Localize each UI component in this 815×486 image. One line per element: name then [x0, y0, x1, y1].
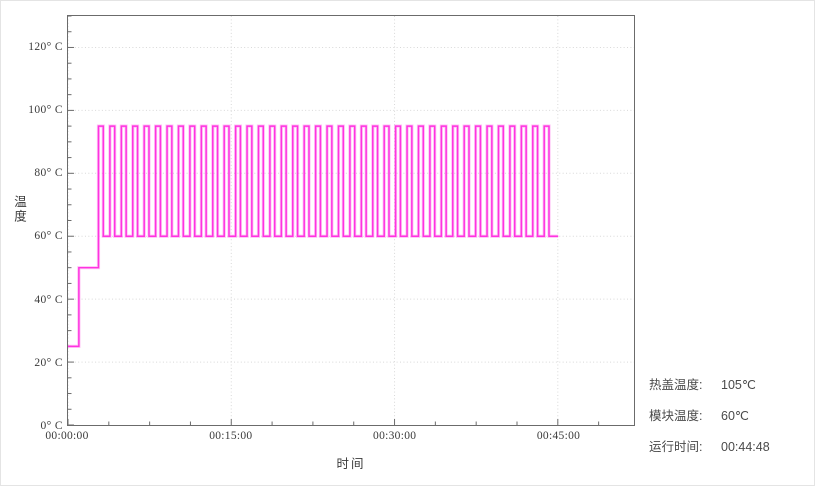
y-axis-tick-label: 80° C	[34, 167, 63, 180]
info-value: 105℃	[721, 378, 756, 392]
x-axis-tick-label: 00:15:00	[209, 430, 253, 442]
y-axis-title: 温度	[12, 195, 26, 224]
temperature-chart: 0° C 20° C 40° C 60° C 80° C 100° C 120° C 温度 …	[1, 1, 661, 485]
info-row: 运行时间: 00:44:48	[649, 436, 809, 467]
info-value: 00:44:48	[721, 440, 770, 454]
x-axis-tick-label: 00:00:00	[45, 430, 89, 442]
y-axis-tick-label: 20° C	[34, 356, 63, 369]
info-row: 模块温度: 60℃	[649, 405, 809, 436]
info-row: 热盖温度: 105℃	[649, 374, 809, 405]
info-label: 运行时间:	[649, 440, 703, 454]
plot-area	[67, 15, 635, 426]
temperature-line	[68, 125, 559, 348]
y-axis-tick-label: 40° C	[34, 293, 63, 306]
y-axis-tick-labels: 0° C 20° C 40° C 60° C 80° C 100° C 120° C	[1, 1, 63, 485]
y-axis-tick-label: 60° C	[34, 230, 63, 243]
info-label: 模块温度:	[649, 409, 703, 423]
y-axis-tick-label: 120° C	[28, 40, 63, 53]
x-axis-title: 时间	[336, 457, 366, 471]
x-axis-tick-labels: 00:00:00 00:15:00 00:30:00 00:45:00	[1, 430, 661, 450]
y-axis-tick-label: 100° C	[28, 103, 63, 116]
plot-canvas	[68, 16, 634, 425]
x-axis-tick-label: 00:45:00	[536, 430, 581, 442]
x-axis-tick-label: 00:30:00	[373, 430, 417, 442]
y-axis-tick-label: 0° C	[40, 420, 63, 432]
info-value: 60℃	[721, 409, 749, 423]
status-info-panel: 热盖温度: 105℃ 模块温度: 60℃ 运行时间: 00:44:48	[649, 374, 809, 467]
info-label: 热盖温度:	[649, 378, 703, 392]
